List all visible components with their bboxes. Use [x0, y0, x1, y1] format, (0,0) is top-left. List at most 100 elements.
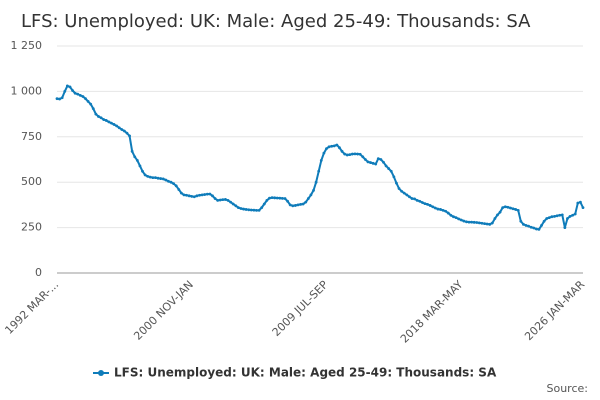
data-point	[244, 208, 248, 211]
data-point	[519, 219, 523, 223]
data-point	[498, 210, 502, 214]
data-point	[327, 145, 331, 149]
data-point	[384, 164, 388, 168]
data-point	[164, 178, 168, 182]
data-point	[537, 228, 541, 231]
data-point	[58, 97, 61, 101]
data-point	[71, 89, 74, 92]
series-line	[56, 84, 584, 231]
data-point	[236, 206, 240, 210]
data-point	[371, 161, 375, 165]
data-point	[353, 152, 357, 156]
data-point	[509, 206, 512, 210]
data-point	[174, 184, 178, 188]
data-point	[167, 179, 170, 183]
data-point	[457, 217, 461, 221]
data-point	[433, 206, 437, 210]
data-point	[270, 196, 274, 200]
data-point	[428, 204, 432, 207]
data-point	[449, 213, 453, 217]
data-point	[350, 152, 354, 156]
data-point	[224, 198, 227, 201]
data-point	[221, 198, 225, 202]
data-point	[317, 169, 321, 173]
chart-title: LFS: Unemployed: UK: Male: Aged 25-49: T…	[21, 11, 531, 32]
y-tick-label: 500	[21, 175, 42, 188]
data-point	[60, 96, 64, 100]
x-tick-label: 1992 MAR-...	[2, 278, 61, 337]
data-point	[89, 102, 93, 106]
data-point	[563, 226, 567, 230]
data-point	[148, 175, 152, 179]
data-point	[369, 161, 372, 164]
x-tick-label: 2026 JAN-MAR	[522, 278, 587, 343]
data-point	[231, 202, 235, 206]
data-point	[205, 192, 209, 196]
data-point	[154, 176, 157, 180]
legend-label: LFS: Unemployed: UK: Male: Aged 25-49: T…	[114, 366, 497, 380]
data-point	[262, 202, 266, 206]
data-point	[581, 206, 585, 210]
data-point	[400, 189, 404, 193]
data-point	[288, 203, 292, 207]
data-point	[65, 84, 69, 88]
data-point	[558, 213, 562, 217]
data-point	[547, 216, 551, 220]
data-point	[84, 97, 87, 101]
data-point	[130, 149, 134, 153]
data-point	[239, 207, 243, 210]
data-point	[242, 207, 245, 211]
data-point	[332, 144, 336, 148]
data-point	[345, 153, 349, 157]
data-point	[260, 206, 264, 210]
data-point	[356, 152, 359, 156]
data-point	[338, 146, 341, 150]
data-point	[420, 201, 424, 204]
data-point	[296, 203, 300, 207]
data-point	[55, 97, 59, 101]
data-point	[283, 197, 287, 200]
data-point	[195, 194, 199, 198]
data-point	[156, 176, 160, 180]
data-point	[454, 216, 458, 220]
data-point	[200, 193, 204, 197]
data-point	[133, 155, 137, 159]
data-point	[278, 196, 282, 200]
data-point	[185, 193, 188, 197]
data-point	[501, 206, 505, 210]
y-tick-label: 1 000	[11, 84, 43, 97]
data-point	[117, 126, 121, 130]
y-tick-label: 0	[35, 266, 42, 279]
data-point	[392, 175, 396, 179]
data-point	[229, 200, 233, 204]
x-tick-label: 2000 NOV-JAN	[131, 278, 196, 343]
data-point	[128, 134, 131, 138]
data-point	[534, 227, 538, 231]
data-point	[299, 202, 302, 206]
data-point	[301, 202, 305, 206]
data-point	[464, 220, 468, 224]
data-point	[382, 160, 385, 164]
x-tick-label: 2009 JUL-SEP	[270, 278, 331, 339]
data-point	[322, 151, 326, 155]
data-point	[110, 121, 113, 125]
data-point	[439, 208, 442, 211]
data-point	[208, 192, 212, 196]
data-point	[146, 174, 150, 178]
data-point	[213, 197, 217, 200]
data-point	[576, 201, 580, 205]
data-point	[485, 222, 489, 226]
data-point	[218, 198, 222, 202]
data-point	[446, 211, 450, 215]
data-point	[436, 207, 440, 211]
data-point	[182, 193, 186, 197]
data-point	[475, 221, 479, 224]
data-point	[216, 198, 220, 202]
y-tick-label: 1 250	[11, 39, 43, 52]
data-point	[387, 167, 391, 170]
data-point	[550, 215, 554, 219]
data-point	[211, 194, 214, 198]
data-point	[172, 182, 176, 186]
data-point	[560, 213, 564, 217]
